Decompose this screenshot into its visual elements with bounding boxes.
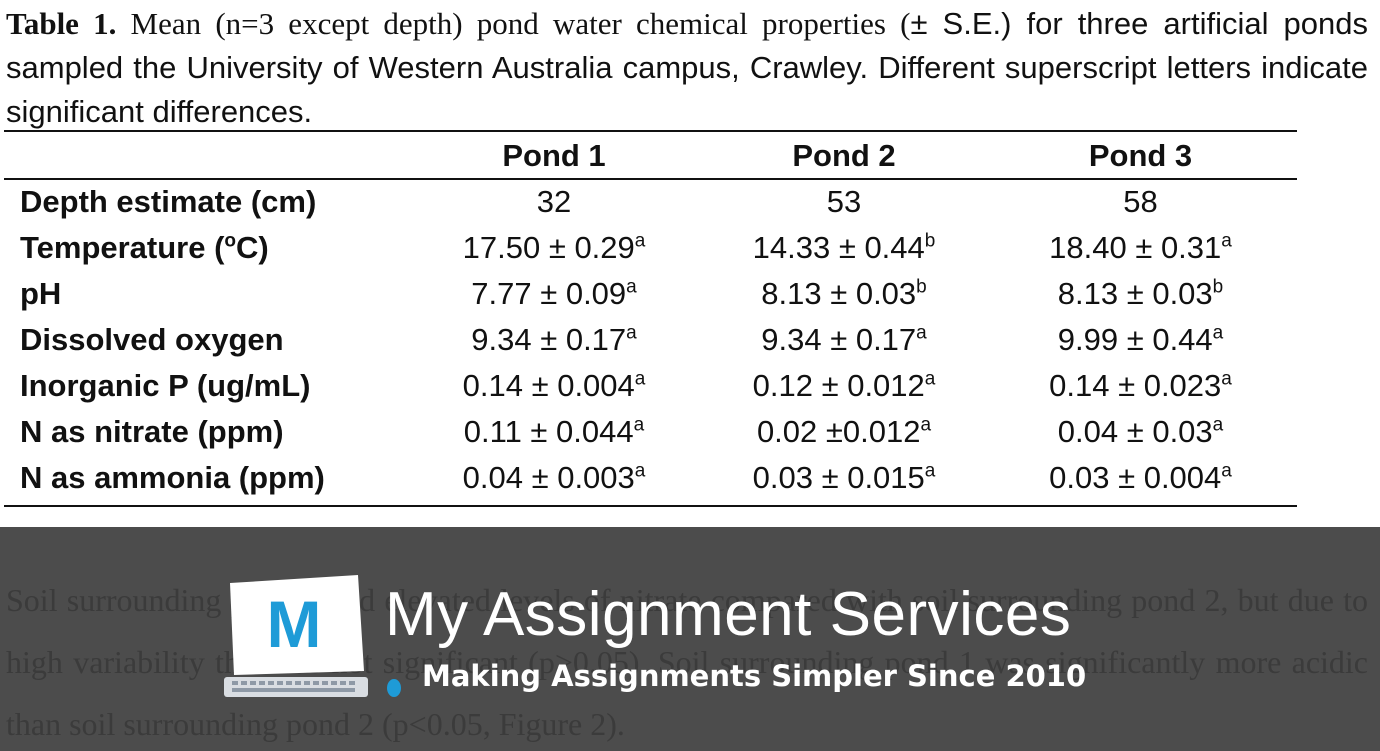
logo-letter: M bbox=[267, 587, 322, 661]
row-label-ammonia: N as ammonia (ppm) bbox=[20, 460, 325, 495]
brand-tagline: Making Assignments Simpler Since 2010 bbox=[422, 659, 1087, 693]
table-row: N as nitrate (ppm) 0.11 ± 0.044a 0.02 ±0… bbox=[4, 409, 1297, 455]
caption-serif-part: Table 1. Mean (n=3 except depth) pond wa… bbox=[6, 6, 910, 41]
pond-properties-table: Pond 1 Pond 2 Pond 3 Depth estimate (cm)… bbox=[4, 133, 1297, 501]
cell-value: 0.04 ± 0.003a bbox=[462, 460, 646, 495]
cell-value: 14.33 ± 0.44b bbox=[752, 230, 936, 265]
cell-value: 0.02 ±0.012a bbox=[756, 414, 932, 449]
cell-value: 9.34 ± 0.17a bbox=[761, 322, 927, 357]
cell-value: 17.50 ± 0.29a bbox=[462, 230, 646, 265]
cell-value: 9.34 ± 0.17a bbox=[471, 322, 637, 357]
cell-value: 53 bbox=[826, 184, 862, 219]
table-row: Depth estimate (cm) 32 53 58 bbox=[4, 179, 1297, 225]
header-pond-1: Pond 1 bbox=[502, 138, 606, 173]
row-label-temperature: Temperature (oC) bbox=[20, 230, 269, 265]
table-header-rule bbox=[4, 178, 1297, 180]
cell-value: 58 bbox=[1123, 184, 1158, 219]
header-pond-3: Pond 3 bbox=[1088, 138, 1193, 173]
cell-value: 8.13 ± 0.03b bbox=[1057, 276, 1224, 311]
accent-dot-icon bbox=[387, 679, 401, 697]
cell-value: 0.03 ± 0.004a bbox=[1049, 460, 1232, 495]
brand-name: My Assignment Services bbox=[385, 580, 1072, 649]
row-label-inorganic-p: Inorganic P (ug/mL) bbox=[20, 368, 311, 403]
cell-value: 8.13 ± 0.03b bbox=[761, 276, 927, 311]
caption-label: Table 1. bbox=[6, 6, 117, 41]
row-label-nitrate: N as nitrate (ppm) bbox=[20, 414, 284, 449]
cell-value: 18.40 ± 0.31a bbox=[1049, 230, 1232, 265]
cell-value: 7.77 ± 0.09a bbox=[471, 276, 637, 311]
table-row: pH 7.77 ± 0.09a 8.13 ± 0.03b 8.13 ± 0.03… bbox=[4, 271, 1297, 317]
row-label-dissolved-oxygen: Dissolved oxygen bbox=[20, 322, 284, 357]
table-row: Temperature (oC) 17.50 ± 0.29a 14.33 ± 0… bbox=[4, 225, 1297, 271]
row-label-depth: Depth estimate (cm) bbox=[20, 184, 317, 219]
cell-value: 0.04 ± 0.03a bbox=[1057, 414, 1224, 449]
watermark-banner: Soil surrounding pond 1 had elevated lev… bbox=[0, 527, 1380, 751]
table-row: N as ammonia (ppm) 0.04 ± 0.003a 0.03 ± … bbox=[4, 455, 1297, 501]
cell-value: 0.14 ± 0.004a bbox=[462, 368, 646, 403]
row-label-ph: pH bbox=[20, 276, 62, 311]
cell-value: 32 bbox=[536, 184, 572, 219]
caption-serif-text: Mean (n=3 except depth) pond water chemi… bbox=[116, 6, 911, 41]
cell-value: 0.14 ± 0.023a bbox=[1049, 368, 1232, 403]
cell-value: 0.12 ± 0.012a bbox=[752, 368, 936, 403]
table-row: Dissolved oxygen 9.34 ± 0.17a 9.34 ± 0.1… bbox=[4, 317, 1297, 363]
laptop-logo-icon: M bbox=[224, 575, 368, 697]
table-top-rule bbox=[4, 130, 1297, 132]
header-empty bbox=[4, 133, 404, 179]
cell-value: 0.11 ± 0.044a bbox=[463, 414, 645, 449]
header-pond-2: Pond 2 bbox=[792, 138, 896, 173]
table-caption: Table 1. Mean (n=3 except depth) pond wa… bbox=[6, 2, 1368, 134]
caption-sans-text: ± S.E.) for three artificial ponds sampl… bbox=[6, 6, 1368, 129]
cell-value: 9.99 ± 0.44a bbox=[1057, 322, 1224, 357]
table-header-row: Pond 1 Pond 2 Pond 3 bbox=[4, 133, 1297, 179]
table-bottom-rule bbox=[4, 505, 1297, 507]
cell-value: 0.03 ± 0.015a bbox=[752, 460, 936, 495]
table-row: Inorganic P (ug/mL) 0.14 ± 0.004a 0.12 ±… bbox=[4, 363, 1297, 409]
